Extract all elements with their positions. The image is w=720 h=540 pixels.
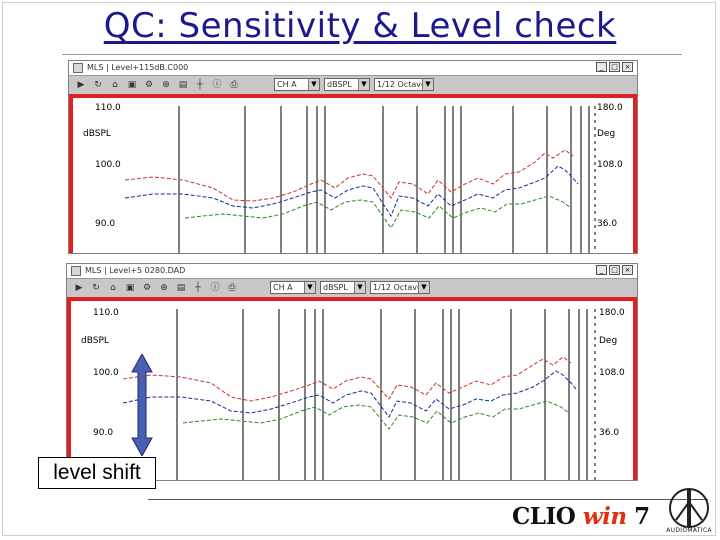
zoom-icon[interactable]: ⊕ [162,80,170,90]
left-axis-unit: dBSPL [81,336,109,346]
save-icon[interactable]: ▣ [125,283,135,293]
right-tick-label: 108.0 [599,368,625,378]
units-select[interactable]: dBSPL ▼ [320,281,366,294]
right-tick-label: 36.0 [599,428,619,438]
window-controls: _ □ × [596,265,633,275]
window-title: MLS | Level+5 0280.DAD [85,266,186,275]
app-icon [71,266,81,276]
double-arrow-icon [131,354,153,456]
trace-lower [184,195,572,229]
left-tick-label: 100.0 [95,160,121,170]
close-button[interactable]: × [622,62,633,72]
chevron-down-icon: ▼ [304,282,315,293]
clio-version: 7 [634,503,650,530]
left-tick-label: 110.0 [93,308,119,318]
clio-win-7-logo: CLIO win 7 [512,503,650,530]
plot-area[interactable]: 110.0 dBSPL 100.0 90.0 180.0 Deg 108.0 3… [67,297,637,480]
measurement-window-2[interactable]: MLS | Level+5 0280.DAD _ □ × ▶ ↻ ⌂ ▣ ⚙ ⊕… [66,263,638,481]
maximize-button[interactable]: □ [609,265,620,275]
right-tick-label: 36.0 [597,219,617,229]
right-tick-label: 180.0 [597,103,623,113]
smoothing-select[interactable]: 1/12 Octave ▼ [370,281,430,294]
maximize-button[interactable]: □ [609,62,620,72]
settings-icon[interactable]: ⚙ [142,283,152,293]
right-axis-unit: Deg [599,336,617,346]
clio-win: win [582,503,627,530]
chevron-down-icon: ▼ [308,79,319,90]
zoom-icon[interactable]: ⊕ [160,283,168,293]
level-shift-label: level shift [38,457,156,489]
minimize-button[interactable]: _ [596,62,607,72]
smoothing-select[interactable]: 1/12 Octave ▼ [374,78,434,91]
right-axis-unit: Deg [597,129,615,139]
chevron-down-icon: ▼ [422,79,433,90]
trace-middle [122,370,577,418]
window-controls: _ □ × [596,62,633,72]
trace-middle [124,165,579,218]
minimize-button[interactable]: _ [596,265,607,275]
open-icon[interactable]: ⌂ [112,80,118,90]
open-icon[interactable]: ⌂ [110,283,116,293]
window-toolbar: ▶ ↻ ⌂ ▣ ⚙ ⊕ ▤ ┼ ⓘ ⎙ CH A ▼ dBSPL ▼ 1/12 Oc… [67,279,637,298]
frequency-response-plot: 110.0 dBSPL 100.0 90.0 180.0 Deg 108.0 3… [83,103,623,253]
go-icon[interactable]: ▶ [75,283,83,293]
info-icon[interactable]: ⓘ [210,283,220,293]
graph-icon[interactable]: ▤ [176,283,186,293]
left-tick-label: 100.0 [93,368,119,378]
title-rule [62,54,682,55]
window-title: MLS | Level+115dB.C000 [87,63,189,72]
units-select[interactable]: dBSPL ▼ [324,78,370,91]
app-icon [73,63,83,73]
trace-upper [124,149,574,202]
trace-lower [182,400,570,430]
cursor-icon[interactable]: ┼ [195,283,201,293]
audiomatica-label: AUDIOMATICA [666,527,712,534]
save-icon[interactable]: ▣ [127,80,137,90]
channel-select[interactable]: CH A ▼ [274,78,320,91]
print-icon[interactable]: ⎙ [228,283,236,293]
window-titlebar[interactable]: MLS | Level+5 0280.DAD _ □ × [67,264,637,279]
measurement-window-1[interactable]: MLS | Level+115dB.C000 _ □ × ▶ ↻ ⌂ ▣ ⚙ ⊕… [68,60,638,254]
slide-title: QC: Sensitivity & Level check [103,6,617,46]
bottom-rule [148,499,708,500]
window-toolbar: ▶ ↻ ⌂ ▣ ⚙ ⊕ ▤ ┼ ⓘ ⎙ CH A ▼ dBSPL ▼ 1/12 Oc… [69,76,637,95]
clio-prefix: CLIO [512,503,576,530]
toolbar-icons: ▶ ↻ ⌂ ▣ ⚙ ⊕ ▤ ┼ ⓘ ⎙ [73,282,238,294]
chevron-down-icon: ▼ [358,79,369,90]
loop-icon[interactable]: ↻ [92,283,100,293]
channel-select[interactable]: CH A ▼ [270,281,316,294]
frequency-response-plot: 110.0 dBSPL 100.0 90.0 180.0 Deg 108.0 3… [81,308,625,480]
trace-upper [122,356,572,402]
graph-icon[interactable]: ▤ [178,80,188,90]
close-button[interactable]: × [622,265,633,275]
vertical-gridlines [176,309,588,480]
left-tick-label: 110.0 [95,103,121,113]
loop-icon[interactable]: ↻ [94,80,102,90]
vertical-gridlines [178,106,590,253]
left-axis-unit: dBSPL [83,129,111,139]
left-tick-label: 90.0 [93,428,113,438]
left-tick-label: 90.0 [95,219,115,229]
plot-area[interactable]: 110.0 dBSPL 100.0 90.0 180.0 Deg 108.0 3… [69,94,637,253]
window-titlebar[interactable]: MLS | Level+115dB.C000 _ □ × [69,61,637,76]
chevron-down-icon: ▼ [418,282,429,293]
go-icon[interactable]: ▶ [77,80,85,90]
info-icon[interactable]: ⓘ [212,80,222,90]
right-tick-label: 108.0 [597,160,623,170]
toolbar-icons: ▶ ↻ ⌂ ▣ ⚙ ⊕ ▤ ┼ ⓘ ⎙ [75,79,240,91]
chevron-down-icon: ▼ [354,282,365,293]
cursor-icon[interactable]: ┼ [197,80,203,90]
print-icon[interactable]: ⎙ [230,80,238,90]
settings-icon[interactable]: ⚙ [144,80,154,90]
audiomatica-logo-icon [669,488,709,528]
right-tick-label: 180.0 [599,308,625,318]
